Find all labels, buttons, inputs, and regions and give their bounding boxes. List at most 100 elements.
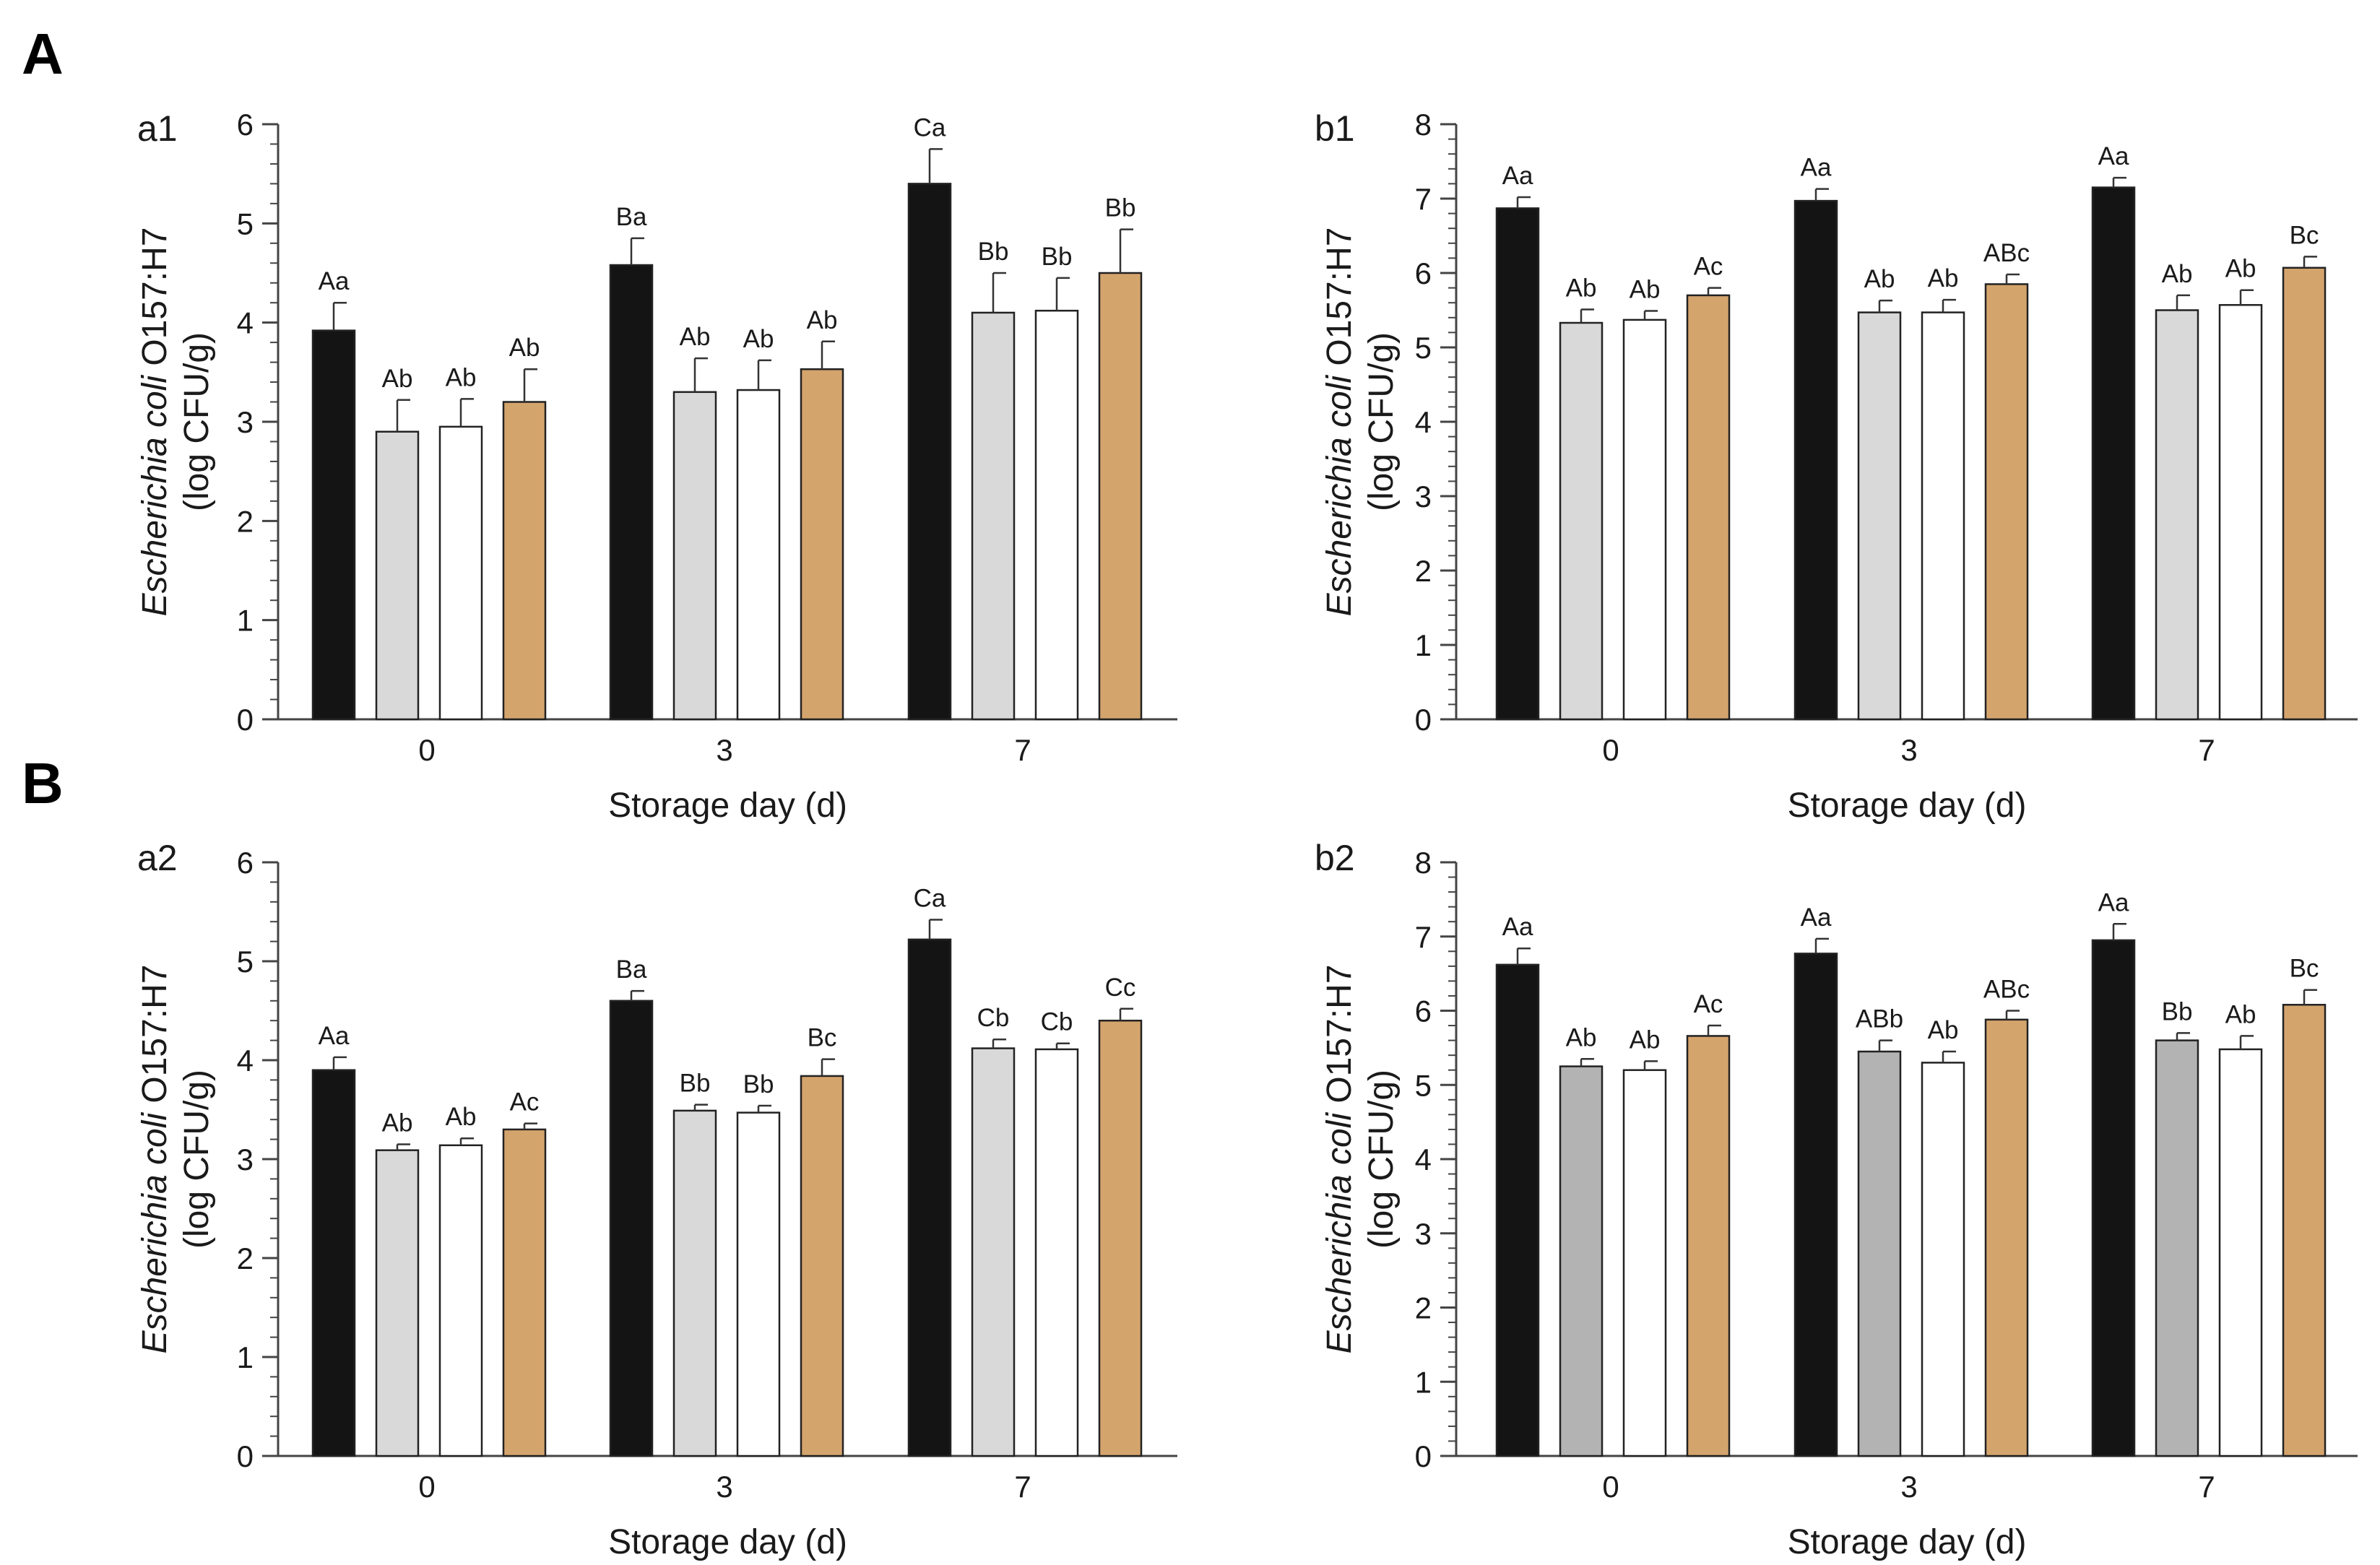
significance-label: ABb	[1856, 1005, 1903, 1033]
significance-label: Ac	[510, 1088, 540, 1117]
y-axis-title-strain: O157:H7	[1320, 965, 1359, 1113]
x-tick-label: 7	[1014, 733, 1031, 767]
significance-label: Bb	[743, 1070, 774, 1098]
bar	[907, 183, 952, 721]
bar	[736, 1111, 781, 1457]
significance-label: Ab	[743, 325, 774, 353]
significance-label: Ca	[914, 113, 946, 142]
chart-panels: a1 0 1 2 3 4 5 6 0 3 7 Aa Ba Ca Ab Ab Bb Ab Ab Bb Ab Ab Bb Stor…	[136, 108, 2358, 1561]
y-tick-label: 4	[237, 1044, 254, 1078]
bar	[1984, 1018, 2029, 1457]
significance-label: Aa	[1502, 913, 1533, 941]
bar	[375, 1149, 420, 1457]
significance-label: Ab	[509, 334, 540, 362]
significance-label: Ab	[1566, 274, 1597, 302]
y-tick-label: 5	[237, 945, 254, 979]
significance-label: Aa	[2098, 142, 2129, 170]
y-tick-label: 1	[237, 1340, 254, 1374]
y-tick-label: 3	[1415, 1217, 1432, 1251]
bar	[1098, 1019, 1143, 1457]
y-tick-label: 3	[237, 1143, 254, 1176]
y-axis-title: Escherichia coli O157:H7	[1320, 965, 1359, 1354]
bar	[1921, 1062, 1965, 1457]
x-tick-label: 7	[1014, 1470, 1031, 1504]
significance-label: Bc	[2290, 221, 2319, 249]
significance-label: Aa	[319, 267, 350, 295]
significance-label: Aa	[1502, 162, 1533, 190]
significance-label: Bb	[680, 1070, 711, 1098]
significance-label: Cb	[977, 1004, 1010, 1032]
bar	[2282, 1004, 2327, 1457]
bar	[502, 1128, 547, 1457]
significance-label: Aa	[319, 1022, 350, 1050]
significance-label: Ab	[1928, 264, 1959, 292]
y-axis-title: Escherichia coli O157:H7	[136, 965, 174, 1354]
significance-label: Ab	[1928, 1016, 1959, 1044]
section-label-a: A	[22, 22, 64, 86]
significance-label: ABc	[1983, 239, 2030, 267]
y-axis-title-strain: O157:H7	[1320, 227, 1359, 376]
y-tick-label: 7	[1415, 920, 1432, 954]
y-tick-label: 7	[1415, 182, 1432, 216]
section-label-b: B	[22, 751, 64, 815]
bar	[971, 311, 1016, 721]
significance-label: Bb	[1105, 194, 1136, 222]
significance-label: Ab	[2225, 255, 2256, 283]
x-axis-title: Storage day (d)	[608, 786, 847, 825]
significance-label: Bc	[2290, 955, 2319, 983]
y-axis-title-units: (log CFU/g)	[178, 1070, 216, 1249]
y-tick-label: 4	[1415, 1143, 1432, 1176]
x-tick-label: 7	[2198, 733, 2215, 767]
bar	[1921, 311, 1965, 721]
significance-label: Aa	[2098, 888, 2129, 916]
y-tick-label: 6	[237, 108, 254, 142]
bar	[609, 1000, 654, 1457]
x-tick-label: 0	[418, 1470, 435, 1504]
bar	[375, 430, 420, 721]
chart-a1: a1 0 1 2 3 4 5 6 0 3 7 Aa Ba Ca Ab Ab Bb Ab Ab Bb Ab Ab Bb Stor…	[136, 108, 1177, 825]
panel-tag-b2: b2	[1315, 838, 1355, 878]
significance-label: Ab	[2162, 260, 2193, 288]
bar	[311, 1069, 356, 1457]
significance-label: Ab	[446, 363, 477, 391]
y-tick-label: 3	[237, 405, 254, 439]
bar	[800, 368, 844, 721]
x-tick-label: 3	[1900, 733, 1917, 767]
significance-label: Bb	[2162, 997, 2193, 1026]
bar	[907, 938, 952, 1457]
significance-label: Aa	[1801, 154, 1832, 182]
significance-label: ABc	[1983, 976, 2030, 1004]
x-tick-label: 3	[1900, 1470, 1917, 1504]
bar	[1793, 953, 1838, 1457]
x-tick-label: 7	[2198, 1470, 2215, 1504]
y-axis-title: Escherichia coli O157:H7	[1320, 227, 1359, 617]
y-axis-title-units: (log CFU/g)	[1362, 1070, 1401, 1249]
x-axis-title: Storage day (d)	[1788, 786, 2027, 825]
y-tick-label: 1	[1415, 1365, 1432, 1399]
y-tick-label: 8	[1415, 846, 1432, 880]
significance-label: Ac	[1694, 990, 1723, 1018]
chart-b2: b2 0 1 2 3 4 5 6 7 8 0 3 7 Aa Aa Aa Ab ABb Bb Ab Ab Ab Ac ABc Bc…	[1315, 838, 2358, 1561]
x-tick-label: 0	[1602, 1470, 1619, 1504]
bar	[672, 391, 717, 721]
significance-label: Bb	[978, 238, 1009, 266]
significance-label: Ab	[1864, 265, 1895, 293]
panel-tag-b1: b1	[1315, 108, 1355, 149]
y-tick-label: 2	[237, 504, 254, 538]
bar	[1793, 199, 1838, 721]
significance-label: Ab	[1630, 1026, 1661, 1054]
y-tick-label: 1	[237, 604, 254, 638]
bar	[438, 425, 483, 721]
x-axis-title: Storage day (d)	[608, 1523, 847, 1561]
y-tick-label: 2	[237, 1241, 254, 1275]
bar	[1857, 1050, 1902, 1457]
bar	[609, 264, 654, 721]
significance-label: Ab	[807, 306, 838, 334]
y-tick-label: 5	[1415, 331, 1432, 365]
y-tick-label: 0	[237, 1439, 254, 1473]
y-axis-title: Escherichia coli O157:H7	[136, 227, 174, 617]
significance-label: Ab	[680, 323, 711, 351]
significance-label: Cb	[1041, 1008, 1073, 1036]
significance-label: Ab	[1630, 276, 1661, 304]
bar	[1034, 1048, 1079, 1457]
